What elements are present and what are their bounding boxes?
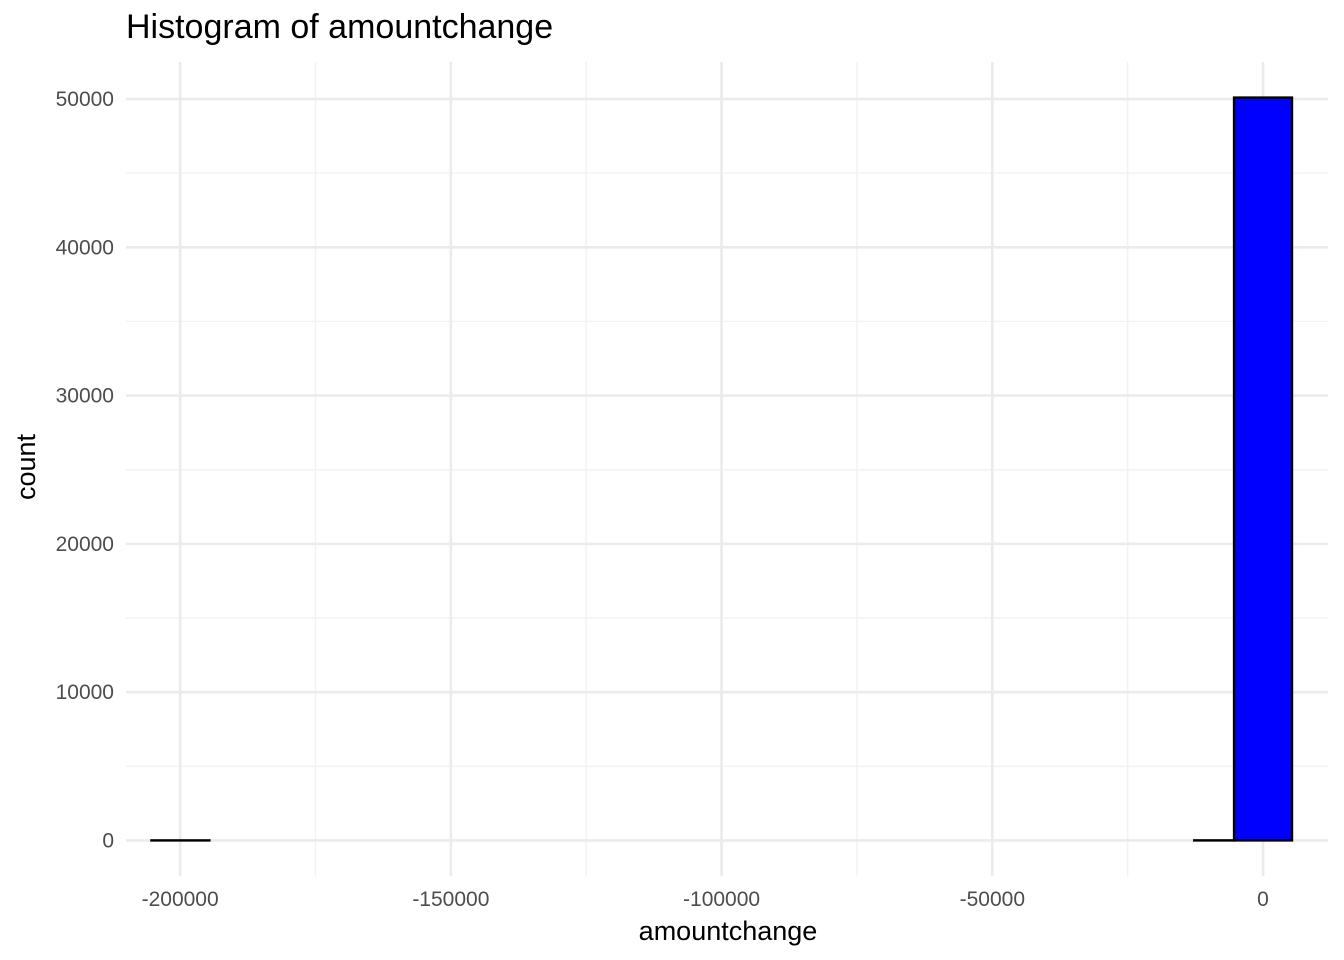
x-tick-label: 0 — [1257, 888, 1269, 911]
y-tick-label: 0 — [102, 829, 114, 852]
histogram-bars — [150, 96, 1294, 842]
x-axis-tick-labels: -200000 -150000 -100000 -50000 0 — [142, 888, 1269, 911]
x-tick-label: -50000 — [960, 888, 1025, 911]
y-tick-label: 10000 — [56, 681, 114, 704]
histogram-bar — [1232, 96, 1294, 842]
x-tick-label: -200000 — [142, 888, 219, 911]
x-axis-title: amountchange — [639, 916, 818, 946]
y-tick-label: 20000 — [56, 533, 114, 556]
x-tick-label: -100000 — [683, 888, 760, 911]
major-gridlines — [126, 62, 1328, 876]
minor-gridlines — [126, 62, 1328, 876]
chart-title: Histogram of amountchange — [126, 8, 553, 46]
y-tick-label: 40000 — [56, 236, 114, 259]
y-axis-tick-labels: 0 10000 20000 30000 40000 50000 — [56, 88, 114, 852]
x-tick-label: -150000 — [412, 888, 489, 911]
y-axis-title: count — [11, 433, 41, 500]
y-tick-label: 50000 — [56, 88, 114, 111]
y-tick-label: 30000 — [56, 385, 114, 408]
